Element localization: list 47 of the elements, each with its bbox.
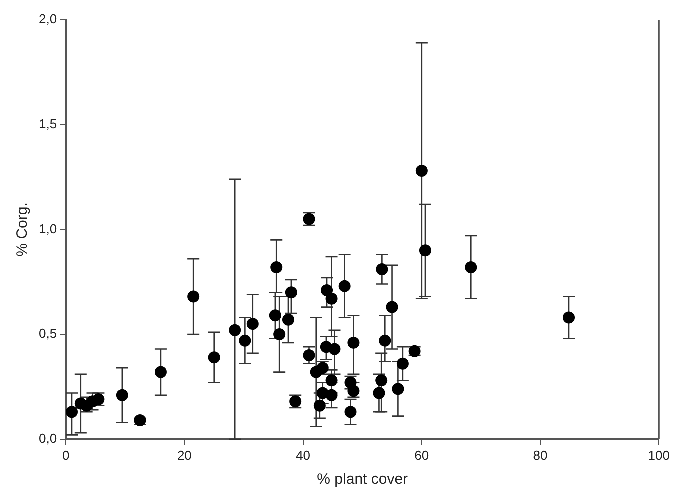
point bbox=[338, 280, 351, 292]
point bbox=[386, 301, 398, 314]
point bbox=[229, 324, 242, 336]
point bbox=[282, 314, 294, 326]
point bbox=[465, 261, 478, 274]
point bbox=[134, 414, 146, 427]
point bbox=[326, 292, 338, 305]
point bbox=[376, 264, 388, 276]
point bbox=[154, 366, 167, 378]
y-axis-title: % Corg. bbox=[14, 202, 32, 257]
point bbox=[239, 334, 252, 347]
point bbox=[416, 164, 428, 177]
y-tick-label: 0,5 bbox=[38, 326, 58, 342]
point bbox=[269, 310, 282, 322]
point bbox=[376, 374, 388, 387]
point bbox=[188, 290, 200, 303]
x-tick-label: 40 bbox=[296, 448, 311, 463]
y-tick-label: 2,0 bbox=[38, 12, 58, 27]
point bbox=[321, 284, 334, 297]
point bbox=[419, 244, 432, 257]
x-tick-label: 80 bbox=[533, 448, 548, 463]
x-tick-label: 100 bbox=[648, 448, 670, 463]
point bbox=[392, 383, 404, 396]
point bbox=[396, 358, 409, 370]
x-tick-label: 20 bbox=[177, 448, 192, 463]
y-tick-label: 0,0 bbox=[38, 430, 58, 446]
point bbox=[348, 336, 360, 349]
x-tick-label: 60 bbox=[414, 448, 430, 463]
point bbox=[379, 334, 392, 347]
y-tick-label: 1,5 bbox=[38, 116, 58, 132]
point bbox=[563, 312, 576, 324]
point bbox=[373, 387, 386, 400]
point bbox=[208, 352, 220, 364]
point bbox=[328, 343, 341, 356]
point bbox=[246, 318, 259, 330]
point bbox=[285, 286, 298, 299]
x-tick-label: 0 bbox=[62, 448, 70, 463]
y-tick-label: 1,0 bbox=[38, 221, 58, 236]
point bbox=[348, 385, 360, 398]
point bbox=[326, 389, 338, 402]
x-axis-title: % plant cover bbox=[317, 471, 408, 488]
point bbox=[344, 406, 357, 418]
point bbox=[116, 389, 128, 402]
point bbox=[326, 374, 338, 387]
point bbox=[314, 400, 326, 412]
point bbox=[270, 261, 283, 274]
point bbox=[274, 328, 286, 341]
